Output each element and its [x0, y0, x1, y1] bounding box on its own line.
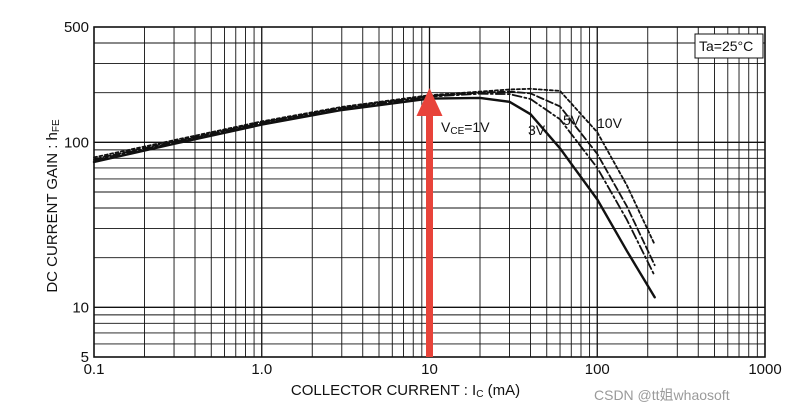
y-tick-label: 5: [81, 349, 89, 366]
series-line-vce1v: [92, 96, 656, 299]
arrow-shaft: [426, 114, 433, 357]
y-tick-label: 500: [64, 19, 89, 36]
series-labels: VCE=1V 3V 5V 10V: [441, 112, 623, 138]
x-tick-label: 10: [421, 361, 438, 378]
x-tick-label: 0.1: [84, 361, 105, 378]
series-line-10v: [93, 87, 656, 246]
watermark-text: CSDN @tt姐whaosoft: [594, 387, 730, 403]
grid: [94, 27, 765, 357]
y-tick-label: 10: [72, 299, 89, 316]
y-axis-title: DC CURRENT GAIN : hFE: [44, 119, 62, 293]
x-tick-label: 100: [585, 361, 610, 378]
arrow-head: [416, 88, 443, 116]
series-label-1v: VCE=1V: [441, 119, 490, 137]
series-label-5v: 5V: [563, 112, 581, 128]
x-tick-label: 1.0: [251, 361, 272, 378]
annotation-group: [416, 88, 443, 357]
x-axis-title: COLLECTOR CURRENT : IC (mA): [291, 382, 520, 400]
condition-legend: Ta=25°C: [694, 33, 764, 59]
series-label-3v: 3V: [528, 122, 546, 138]
condition-label: Ta=25°C: [699, 38, 753, 54]
series-line-3v: [93, 92, 656, 277]
y-tick-label: 100: [64, 134, 89, 151]
tick-labels: 0.1 1.0 10 100 1000 5 10 100 500: [64, 19, 782, 378]
series-label-10v: 10V: [597, 115, 623, 131]
series-group: [92, 87, 656, 299]
x-tick-label: 1000: [748, 361, 781, 378]
